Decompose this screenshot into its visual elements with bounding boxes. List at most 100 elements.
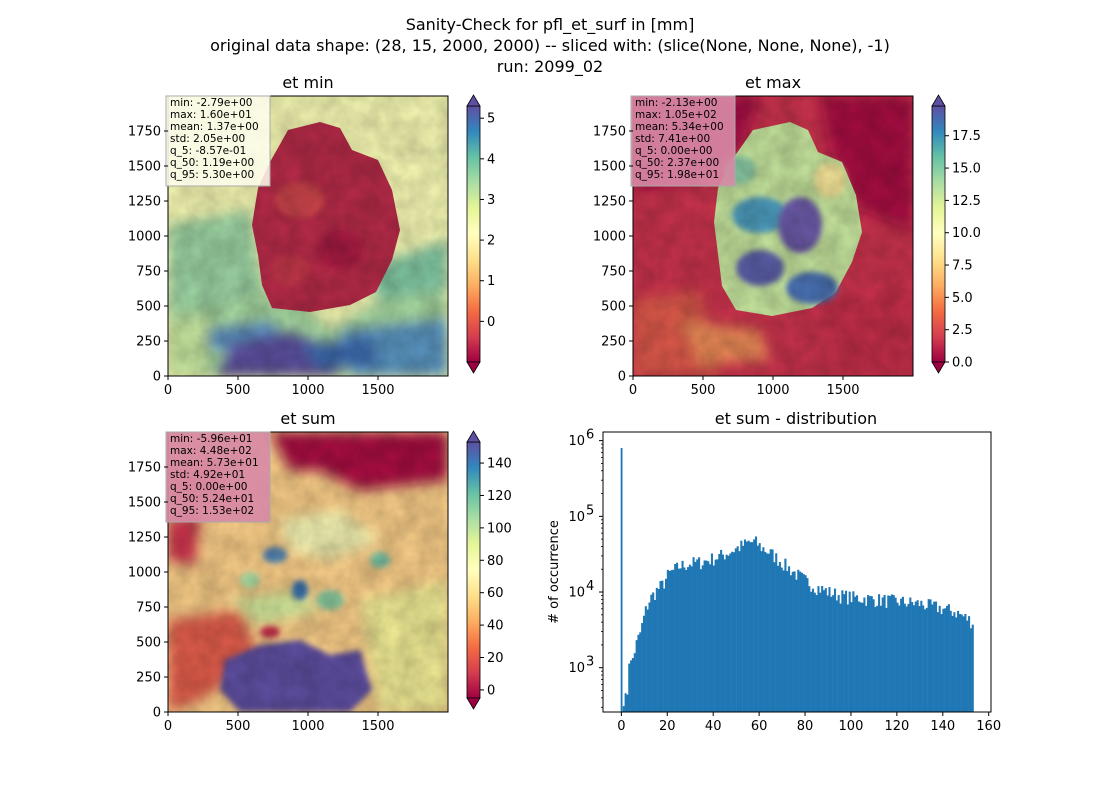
histogram-bar [863,597,866,712]
histogram-bar [723,559,726,712]
histogram-bar [676,562,679,712]
histogram-bar [766,553,769,712]
colorbar-tick-label: 140 [487,457,512,472]
stat-max: max: 1.05e+02 [635,109,717,121]
histogram-bar [841,590,844,712]
histogram-bar [878,594,881,712]
colorbar-extend-min [931,361,946,374]
x-tick-label: 1000 [291,719,324,734]
histogram-bar [685,569,688,712]
stats-box: min: -2.13e+00 max: 1.05e+02 mean: 5.34e… [630,95,736,187]
suptitle-line-2: original data shape: (28, 15, 2000, 2000… [210,36,890,55]
y-tick-label: 750 [136,265,161,280]
histogram-bar [883,595,886,712]
histogram-bar [962,616,965,712]
histogram-bar [934,601,938,712]
histogram-bar [828,587,831,712]
y-tick-label: 1500 [128,160,161,175]
colorbar-gradient [931,105,946,363]
histogram-bar [668,570,671,712]
colorbar-extend-max [466,430,481,443]
panel-title: et sum - distribution [715,409,877,428]
colorbar-tick-label: 17.5 [952,129,981,144]
histogram-bar [672,569,675,712]
y-tick-exponent: 4 [586,579,594,594]
histogram-bar [674,564,677,712]
histogram-bar [788,566,791,712]
y-axis: 0 250 500 750 1000 1250 1500 1750 [128,125,168,385]
histogram-bar [957,610,960,712]
histogram-bar [856,595,859,712]
x-tick-label: 80 [797,719,814,734]
histogram-bar [894,597,897,712]
histogram-bar [844,590,848,712]
histogram-bar [793,571,796,712]
y-tick-label: 750 [601,265,626,280]
colorbar-gradient [466,441,481,699]
colorbar-gradient [466,105,481,363]
colorbar-tick-label: 5.0 [952,291,973,306]
histogram-bar [699,569,702,712]
histogram-bar [890,594,893,712]
histogram-bar [958,613,961,712]
histogram-bar [968,616,971,712]
histogram-bar [738,551,741,712]
panel-et-max: et max min: -2.13e+ [593,73,981,398]
x-tick-label: 500 [226,719,251,734]
histogram-bar [688,564,691,712]
x-tick-label: 500 [226,383,251,398]
x-tick-label: 40 [705,719,722,734]
y-tick-label: 500 [601,300,626,315]
histogram-bar [822,590,826,712]
histogram-bar [876,605,879,712]
histogram-bar [804,575,807,712]
stat-q50: q_50: 1.19e+00 [170,157,254,169]
histogram-bar [909,597,912,712]
y-axis: 0 250 500 750 1000 1250 1500 1750 [128,461,168,721]
histogram-bar [867,595,870,712]
colorbar-tick-label: 0.0 [952,356,973,371]
histogram-bar [826,595,829,712]
histogram-bar [644,606,647,712]
colorbar-tick-label: 40 [487,619,504,634]
histogram-bar-spike [620,447,623,712]
colorbar-tick-label: 120 [487,489,512,504]
histogram-bar [679,568,682,712]
y-tick-label: 250 [136,671,161,686]
histogram-bar [942,608,945,712]
y-axis-label: # of occurrence [547,520,562,624]
histogram-bar [736,546,739,712]
histogram-bar [753,539,756,712]
histogram-bar [964,613,967,712]
histogram-bar [754,536,758,712]
colorbar-tick-label: 1 [487,274,495,289]
histogram-bar [938,605,941,712]
histogram-bar [773,562,776,712]
stat-mean: mean: 1.37e+00 [170,121,259,133]
histogram-bar [944,608,947,712]
histogram-bar [716,559,719,712]
histogram-bar [701,565,704,712]
y-tick-label: 10 [568,510,585,525]
histogram-bar [881,597,884,712]
histogram-bar [848,591,851,712]
colorbar-extend-min [466,361,481,374]
histogram-bar [631,657,635,712]
histogram-bar [865,605,868,712]
histogram-bar [889,595,892,712]
histogram-bar [756,545,759,712]
colorbar: 0.0 2.5 5.0 7.5 10.0 12.5 15.0 17.5 [931,94,981,374]
histogram-bar [734,548,737,712]
stats-box: min: -2.79e+00 max: 1.60e+01 mean: 1.37e… [165,95,271,187]
stat-std: std: 2.05e+00 [170,133,245,145]
histogram-bar [927,599,930,712]
histogram-bar [931,604,934,712]
histogram-bar [698,557,701,712]
histogram-bar [635,640,638,712]
suptitle: Sanity-Check for pfl_et_surf in [mm] ori… [210,15,890,77]
histogram-bar [670,570,673,712]
histogram-bar [720,549,723,712]
histogram-bar [646,609,649,712]
